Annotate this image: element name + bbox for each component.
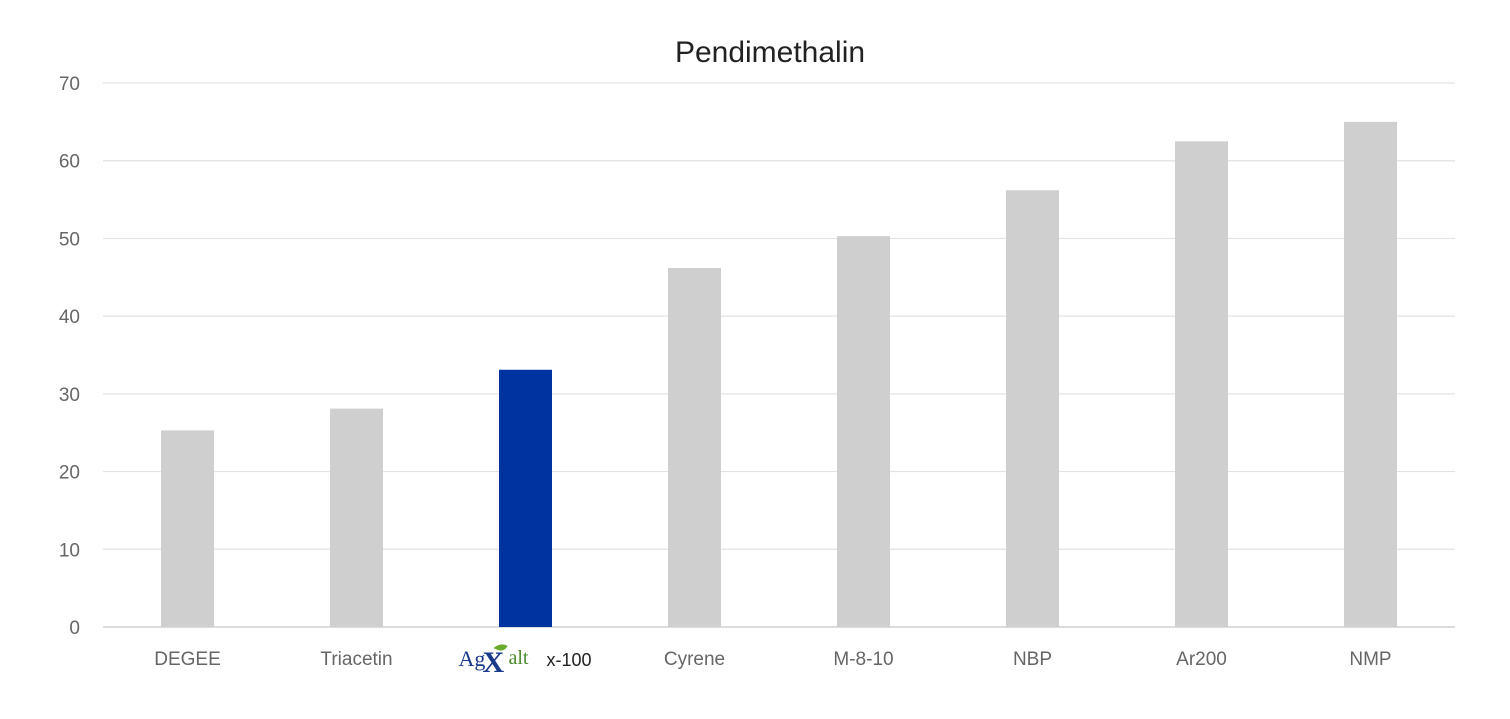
y-tick-label: 60: [59, 152, 80, 173]
x-tick-label: NBP: [1013, 649, 1052, 670]
bar: [161, 430, 214, 627]
bar: [1344, 121, 1397, 627]
svg-text:X: X: [483, 646, 505, 679]
x-tick-label: DEGEE: [154, 649, 221, 670]
y-tick-label: 70: [59, 74, 80, 95]
x-tick-label: Cyrene: [664, 649, 725, 670]
x-tick-label: Ar200: [1176, 649, 1227, 670]
y-axis-ticks: 0 10 20 30 40 50 60 70: [59, 74, 80, 639]
x-tick-label: M-8-10: [833, 649, 893, 670]
x-axis-labels: DEGEE Triacetin AgX alt x-100 Cyrene M-8-10 NBP…: [154, 644, 1392, 679]
y-tick-label: 50: [59, 229, 80, 250]
leaf-icon: [493, 644, 508, 651]
svg-text:x-100: x-100: [547, 650, 592, 670]
bar: [330, 408, 383, 627]
svg-text:alt: alt: [509, 647, 529, 669]
y-tick-label: 40: [59, 307, 80, 328]
chart-title: Pendimethalin: [675, 36, 865, 69]
bar: [1006, 190, 1059, 627]
bar: [668, 267, 721, 627]
y-tick-label: 20: [59, 463, 80, 484]
x-tick-label: NMP: [1349, 649, 1391, 670]
bar: [837, 236, 890, 627]
svg-text:Ag: Ag: [459, 646, 486, 671]
gridlines: [103, 82, 1455, 628]
y-tick-label: 10: [59, 540, 80, 561]
bar: [1175, 141, 1228, 628]
bar: [499, 369, 552, 627]
y-tick-label: 30: [59, 385, 80, 406]
x-tick-label: Triacetin: [320, 649, 392, 670]
y-tick-label: 0: [69, 618, 80, 639]
agxalt-logo: AgX alt x-100: [459, 644, 592, 679]
bars: [161, 121, 1397, 628]
